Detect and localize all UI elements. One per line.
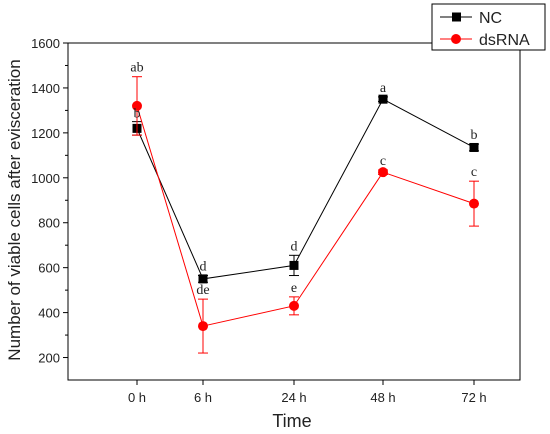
- significance-label: e: [291, 281, 297, 296]
- y-tick-label: 1000: [31, 171, 60, 186]
- y-tick-label: 1400: [31, 81, 60, 96]
- significance-label: b: [134, 107, 141, 122]
- y-tick-label: 600: [38, 261, 60, 276]
- y-axis-title: Number of viable cells after evisceratio…: [5, 59, 24, 360]
- significance-label: d: [200, 260, 207, 275]
- y-tick-label: 1200: [31, 126, 60, 141]
- y-tick-label: 200: [38, 351, 60, 366]
- legend: NC dsRNA: [431, 3, 546, 51]
- series-line: [136, 105, 475, 327]
- axes: 200 400 600 800 1000 1200 1400 1600 0 h 6 h 24 h 48…: [31, 36, 521, 405]
- x-tick-label: 6 h: [194, 390, 212, 405]
- data-point: [132, 100, 142, 111]
- x-tick-label: 72 h: [461, 390, 486, 405]
- legend-box: [431, 3, 546, 51]
- x-tick-label: 24 h: [281, 390, 306, 405]
- significance-label: de: [196, 283, 209, 298]
- plot-frame: [67, 42, 521, 381]
- data-point: [378, 94, 388, 104]
- legend-label: dsRNA: [479, 32, 530, 49]
- series-line: [136, 98, 475, 280]
- significance-label: c: [471, 165, 477, 180]
- significance-label: a: [380, 81, 387, 96]
- y-tick-label: 1600: [31, 36, 60, 51]
- significance-label: c: [380, 154, 386, 169]
- series-layer: [132, 76, 479, 354]
- data-point: [289, 300, 299, 311]
- data-point: [198, 274, 208, 284]
- data-point: [198, 321, 208, 332]
- x-tick-label: 0 h: [128, 390, 146, 405]
- significance-label: ab: [130, 61, 143, 76]
- legend-label: NC: [479, 10, 502, 27]
- x-tick-label: 48 h: [370, 390, 395, 405]
- series-nc: [132, 94, 479, 284]
- data-point: [469, 142, 479, 152]
- legend-marker: [451, 34, 461, 44]
- significance-label: d: [291, 239, 298, 254]
- series-dsrna: [132, 76, 479, 354]
- x-axis-title: Time: [272, 411, 311, 431]
- y-tick-label: 800: [38, 216, 60, 231]
- data-point: [378, 167, 388, 178]
- data-point: [289, 260, 299, 270]
- data-point: [469, 198, 479, 209]
- y-tick-label: 400: [38, 306, 60, 321]
- legend-marker: [452, 12, 461, 22]
- significance-label: b: [471, 128, 478, 143]
